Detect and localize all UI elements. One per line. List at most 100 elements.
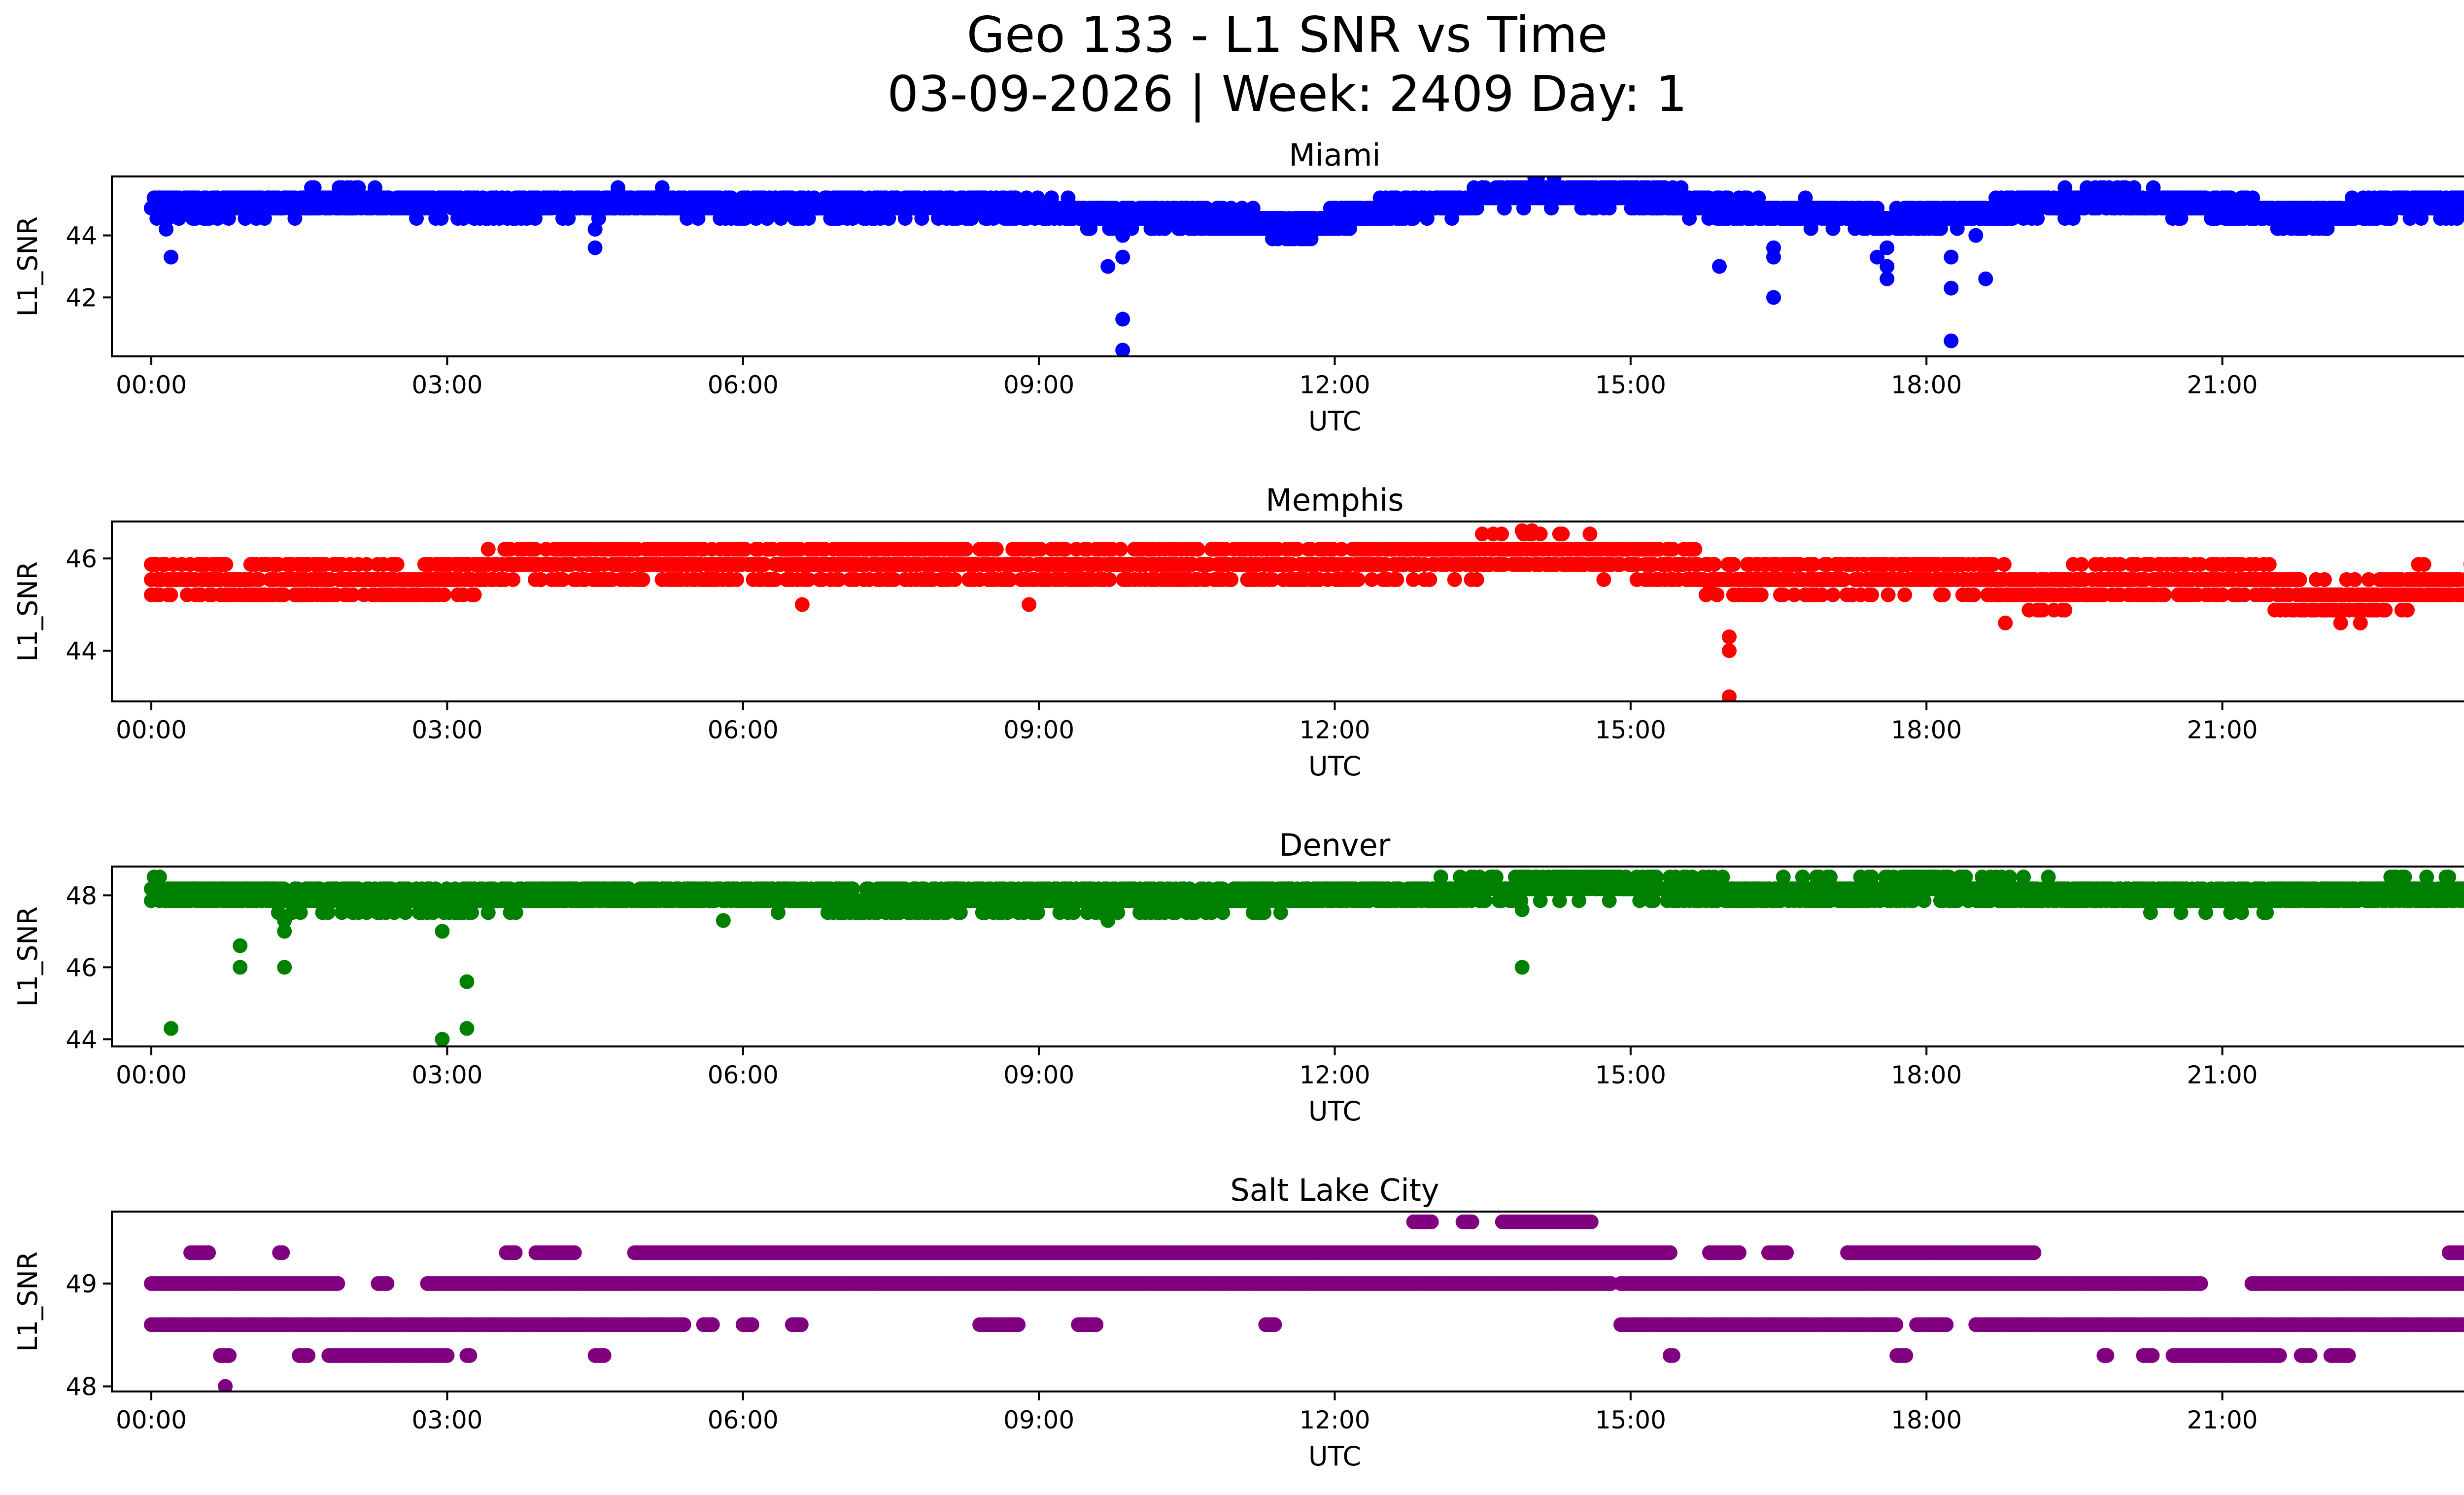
- data-point: [1389, 572, 1404, 587]
- data-point: [1753, 587, 1769, 602]
- data-point: [989, 542, 1004, 557]
- data-point: [389, 557, 405, 572]
- data-point: [2317, 572, 2332, 587]
- data-point: [1806, 557, 1821, 572]
- figure-title-line1: Geo 133 - L1 SNR vs Time: [967, 6, 1608, 64]
- data-point: [359, 557, 375, 572]
- data-point: [1582, 526, 1598, 542]
- panel-title: Miami: [1289, 137, 1380, 173]
- data-point: [757, 557, 772, 572]
- data-point: [1474, 526, 1490, 542]
- x-tick-label: 09:00: [1003, 371, 1074, 399]
- data-point: [1787, 587, 1802, 602]
- outlier-point: [1766, 249, 1781, 265]
- data-point: [1350, 572, 1366, 587]
- outlier-point: [1978, 271, 1993, 286]
- data-point: [1364, 572, 1379, 587]
- data-point: [2237, 587, 2252, 602]
- data-point: [1814, 587, 1830, 602]
- data-point: [276, 587, 291, 602]
- data-point: [2215, 587, 2230, 602]
- data-point: [1190, 542, 1205, 557]
- x-tick-label: 00:00: [116, 371, 187, 399]
- y-tick-label: 44: [66, 222, 97, 250]
- data-point: [1726, 557, 1741, 572]
- outlier-point: [1944, 333, 1959, 348]
- outlier-point: [587, 222, 603, 237]
- y-tick-label: 42: [66, 283, 97, 312]
- data-point: [555, 572, 570, 587]
- data-point: [434, 211, 449, 226]
- data-point: [1687, 542, 1703, 557]
- outlier-point: [1115, 343, 1130, 356]
- data-point: [1113, 542, 1128, 557]
- x-tick-label: 18:00: [1891, 371, 1962, 399]
- data-point: [737, 542, 753, 557]
- outlier-point: [1880, 240, 1895, 255]
- data-point: [2113, 557, 2128, 572]
- data-point: [1334, 542, 1349, 557]
- data-point: [2074, 557, 2089, 572]
- data-point: [345, 587, 361, 602]
- data-point: [1707, 557, 1722, 572]
- data-point: [2035, 602, 2051, 618]
- y-axis-label: L1_SNR: [12, 216, 43, 317]
- outlier-point: [1115, 249, 1130, 265]
- data-point: [1936, 587, 1951, 602]
- outlier-point: [1870, 249, 1885, 265]
- data-point: [1665, 542, 1680, 557]
- data-point: [1224, 572, 1238, 587]
- data-point: [1897, 587, 1913, 602]
- data-point: [1058, 542, 1073, 557]
- outlier-point: [587, 240, 603, 255]
- data-point: [2292, 572, 2307, 587]
- data-point: [2057, 602, 2073, 618]
- data-point: [2261, 557, 2277, 572]
- outlier-point: [1880, 259, 1895, 274]
- data-point: [1985, 557, 2001, 572]
- data-point: [958, 542, 973, 557]
- outlier-point: [1944, 249, 1959, 265]
- data-point: [1265, 572, 1280, 587]
- panel-title: Memphis: [1266, 482, 1403, 518]
- data-point: [1836, 572, 1851, 587]
- data-point: [2461, 202, 2464, 214]
- data-point: [947, 572, 962, 587]
- data-point: [2192, 557, 2208, 572]
- outlier-point: [1100, 259, 1116, 274]
- x-tick-label: 03:00: [411, 371, 482, 399]
- data-point: [2458, 190, 2464, 206]
- data-points: [144, 523, 2464, 701]
- data-point: [1422, 572, 1437, 587]
- data-point: [635, 572, 650, 587]
- data-point: [1002, 572, 1018, 587]
- data-point: [1469, 572, 1484, 587]
- data-points: [144, 176, 2464, 356]
- data-point: [1825, 587, 1841, 602]
- data-point: [1596, 572, 1611, 587]
- data-point: [533, 572, 548, 587]
- outlier-point: [1880, 271, 1895, 286]
- data-point: [1405, 572, 1421, 587]
- data-point: [480, 542, 496, 557]
- outlier-point: [1115, 312, 1130, 327]
- outlier-point: [1766, 290, 1781, 305]
- data-point: [1996, 557, 2012, 572]
- data-point: [1494, 526, 1509, 542]
- data-point: [527, 542, 543, 557]
- x-axis-label: UTC: [1308, 406, 1361, 437]
- data-point: [2156, 587, 2172, 602]
- figure-title-line2: 03-09-2026 | Week: 2409 Day: 1: [887, 65, 1687, 123]
- data-point: [768, 572, 783, 587]
- data-point: [163, 587, 178, 602]
- data-point: [1966, 587, 1982, 602]
- outlier-point: [159, 222, 174, 237]
- x-tick-label: 21:00: [2187, 371, 2258, 399]
- data-point: [887, 572, 902, 587]
- data-point: [801, 572, 816, 587]
- data-point: [1290, 542, 1305, 557]
- outlier-point: [164, 249, 179, 265]
